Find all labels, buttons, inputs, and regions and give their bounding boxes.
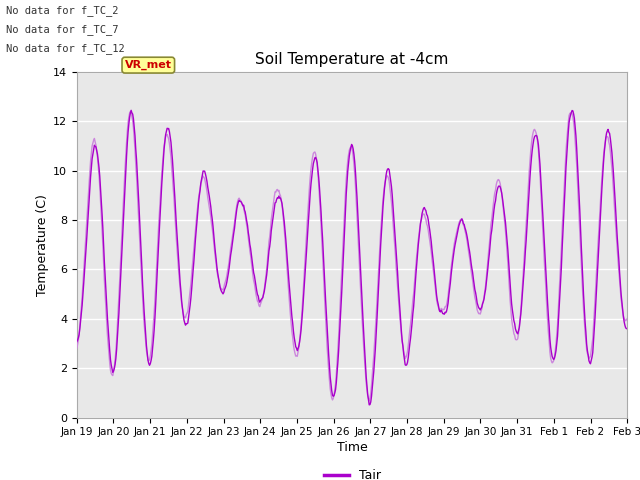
- Text: VR_met: VR_met: [125, 60, 172, 70]
- Text: No data for f_TC_7: No data for f_TC_7: [6, 24, 119, 35]
- Legend: Tair: Tair: [319, 464, 385, 480]
- Title: Soil Temperature at -4cm: Soil Temperature at -4cm: [255, 52, 449, 67]
- Y-axis label: Temperature (C): Temperature (C): [36, 194, 49, 296]
- X-axis label: Time: Time: [337, 442, 367, 455]
- Text: No data for f_TC_12: No data for f_TC_12: [6, 43, 125, 54]
- Text: No data for f_TC_2: No data for f_TC_2: [6, 5, 119, 16]
